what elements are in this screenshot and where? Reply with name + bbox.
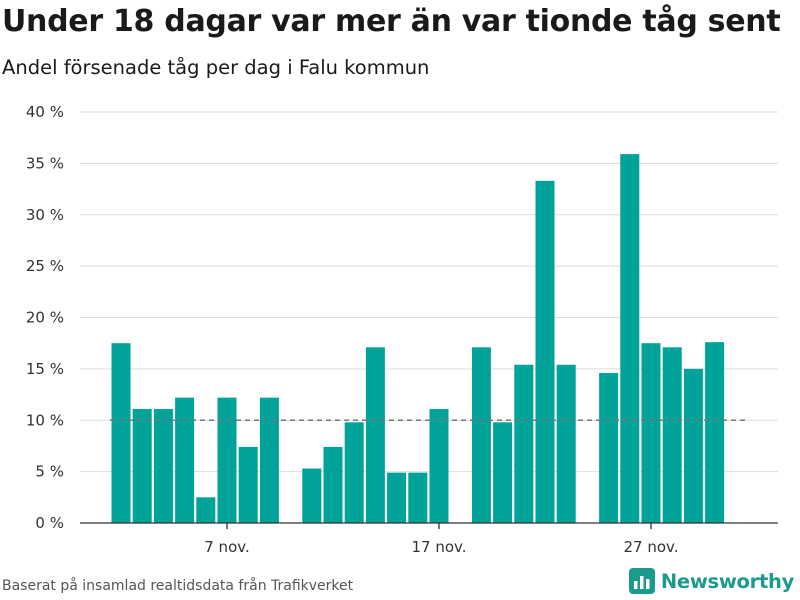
chart-title: Under 18 dagar var mer än var tionde tåg…: [2, 4, 781, 39]
bar: [153, 408, 173, 523]
bar: [196, 497, 216, 523]
chart-subtitle: Andel försenade tåg per dag i Falu kommu…: [2, 56, 430, 79]
bar: [217, 397, 237, 523]
y-tick-label: 35 %: [26, 154, 64, 172]
y-tick-label: 20 %: [26, 309, 64, 327]
bar: [323, 446, 343, 523]
y-tick-label: 25 %: [26, 257, 64, 275]
bar: [408, 472, 428, 523]
bar: [429, 408, 449, 523]
bar: [387, 472, 407, 523]
x-tick-label: 17 nov.: [411, 538, 466, 556]
bar: [111, 343, 131, 523]
brand-name: Newsworthy: [660, 569, 794, 593]
y-tick-label: 15 %: [26, 360, 64, 378]
bar: [175, 397, 195, 523]
bar: [493, 422, 513, 523]
x-tick-label: 27 nov.: [623, 538, 678, 556]
bar: [599, 372, 619, 523]
bar: [620, 154, 640, 523]
bar: [641, 343, 661, 523]
bar: [535, 180, 555, 523]
bar: [302, 468, 322, 523]
y-tick-label: 30 %: [26, 206, 64, 224]
y-tick-label: 5 %: [35, 463, 64, 481]
bar: [471, 347, 491, 523]
bar: [238, 446, 258, 523]
x-tick-label: 7 nov.: [204, 538, 249, 556]
bar: [259, 397, 279, 523]
y-tick-label: 0 %: [35, 514, 64, 532]
bar: [132, 408, 152, 523]
bar: [344, 422, 364, 523]
bar: [662, 347, 682, 523]
source-note: Baserat på insamlad realtidsdata från Tr…: [2, 578, 354, 594]
brand-logo[interactable]: Newsworthy: [628, 568, 794, 594]
bar: [514, 364, 534, 523]
y-tick-label: 40 %: [26, 103, 64, 121]
bar: [365, 347, 385, 523]
bar: [683, 368, 703, 523]
bar-chart-logo-icon: [628, 568, 655, 594]
bar: [705, 342, 725, 523]
bar: [556, 364, 576, 523]
y-tick-label: 10 %: [26, 411, 64, 429]
